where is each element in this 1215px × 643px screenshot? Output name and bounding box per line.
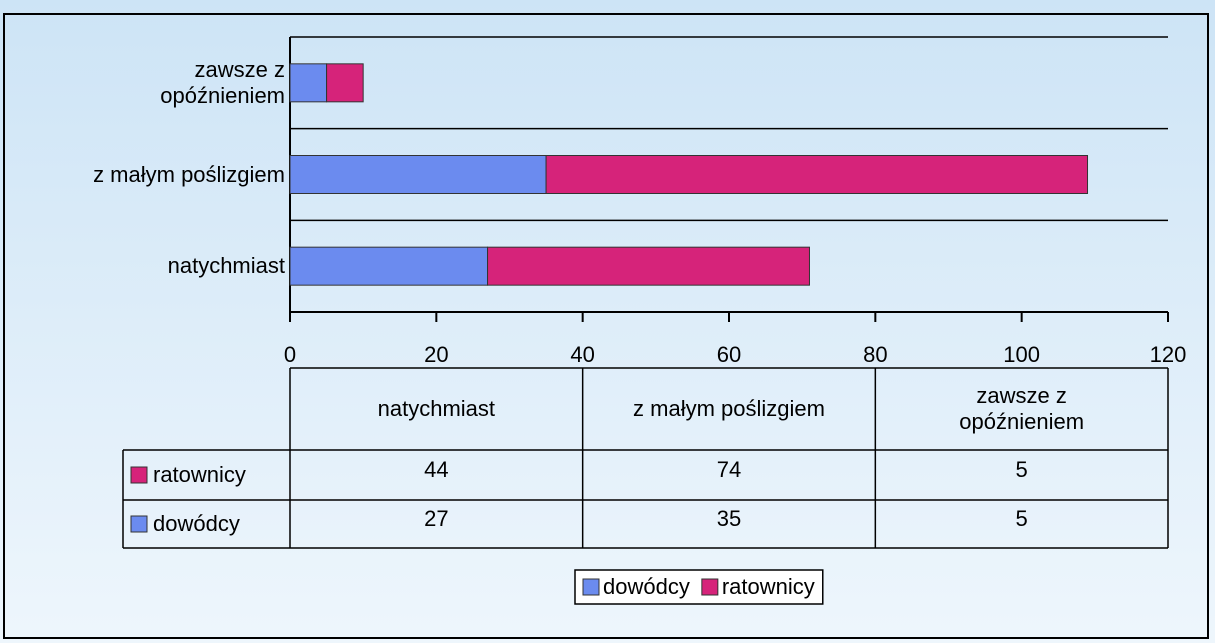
- x-tick-label: 20: [424, 342, 448, 367]
- x-tick-label: 120: [1150, 342, 1187, 367]
- table-header: z małym poślizgiem: [633, 396, 825, 421]
- table-value: 44: [424, 457, 448, 482]
- legend-label: dowódcy: [603, 574, 690, 599]
- table-value: 5: [1016, 506, 1028, 531]
- legend-label: ratownicy: [722, 574, 815, 599]
- bar: [289, 63, 328, 103]
- table-header: zawsze z opóźnieniem: [959, 383, 1085, 434]
- table-legend-key: [130, 466, 148, 484]
- legend-key: [701, 578, 719, 596]
- y-tick-label: natychmiast: [167, 253, 285, 279]
- chart-frame: [3, 13, 1209, 639]
- bar: [289, 155, 547, 194]
- x-tick-label: 80: [863, 342, 887, 367]
- table-value: 5: [1016, 457, 1028, 482]
- table-legend-key: [130, 515, 148, 533]
- table-value: 27: [424, 506, 448, 531]
- x-tick-label: 100: [1003, 342, 1040, 367]
- bar: [487, 246, 810, 286]
- table-row-label: ratownicy: [153, 462, 246, 487]
- table-value: 74: [717, 457, 741, 482]
- table-header: natychmiast: [377, 396, 496, 421]
- x-tick-label: 60: [717, 342, 741, 367]
- table-row-label: dowódcy: [153, 511, 240, 536]
- legend-key: [582, 578, 600, 596]
- legend-box: [574, 569, 824, 605]
- bar: [289, 246, 489, 286]
- table-value: 35: [717, 506, 741, 531]
- x-tick-label: 0: [284, 342, 296, 367]
- y-tick-label: zawsze z opóźnieniem: [160, 56, 285, 108]
- y-tick-label: z małym poślizgiem: [93, 161, 285, 187]
- x-tick-label: 40: [570, 342, 594, 367]
- bar: [326, 63, 364, 103]
- bar: [545, 155, 1089, 194]
